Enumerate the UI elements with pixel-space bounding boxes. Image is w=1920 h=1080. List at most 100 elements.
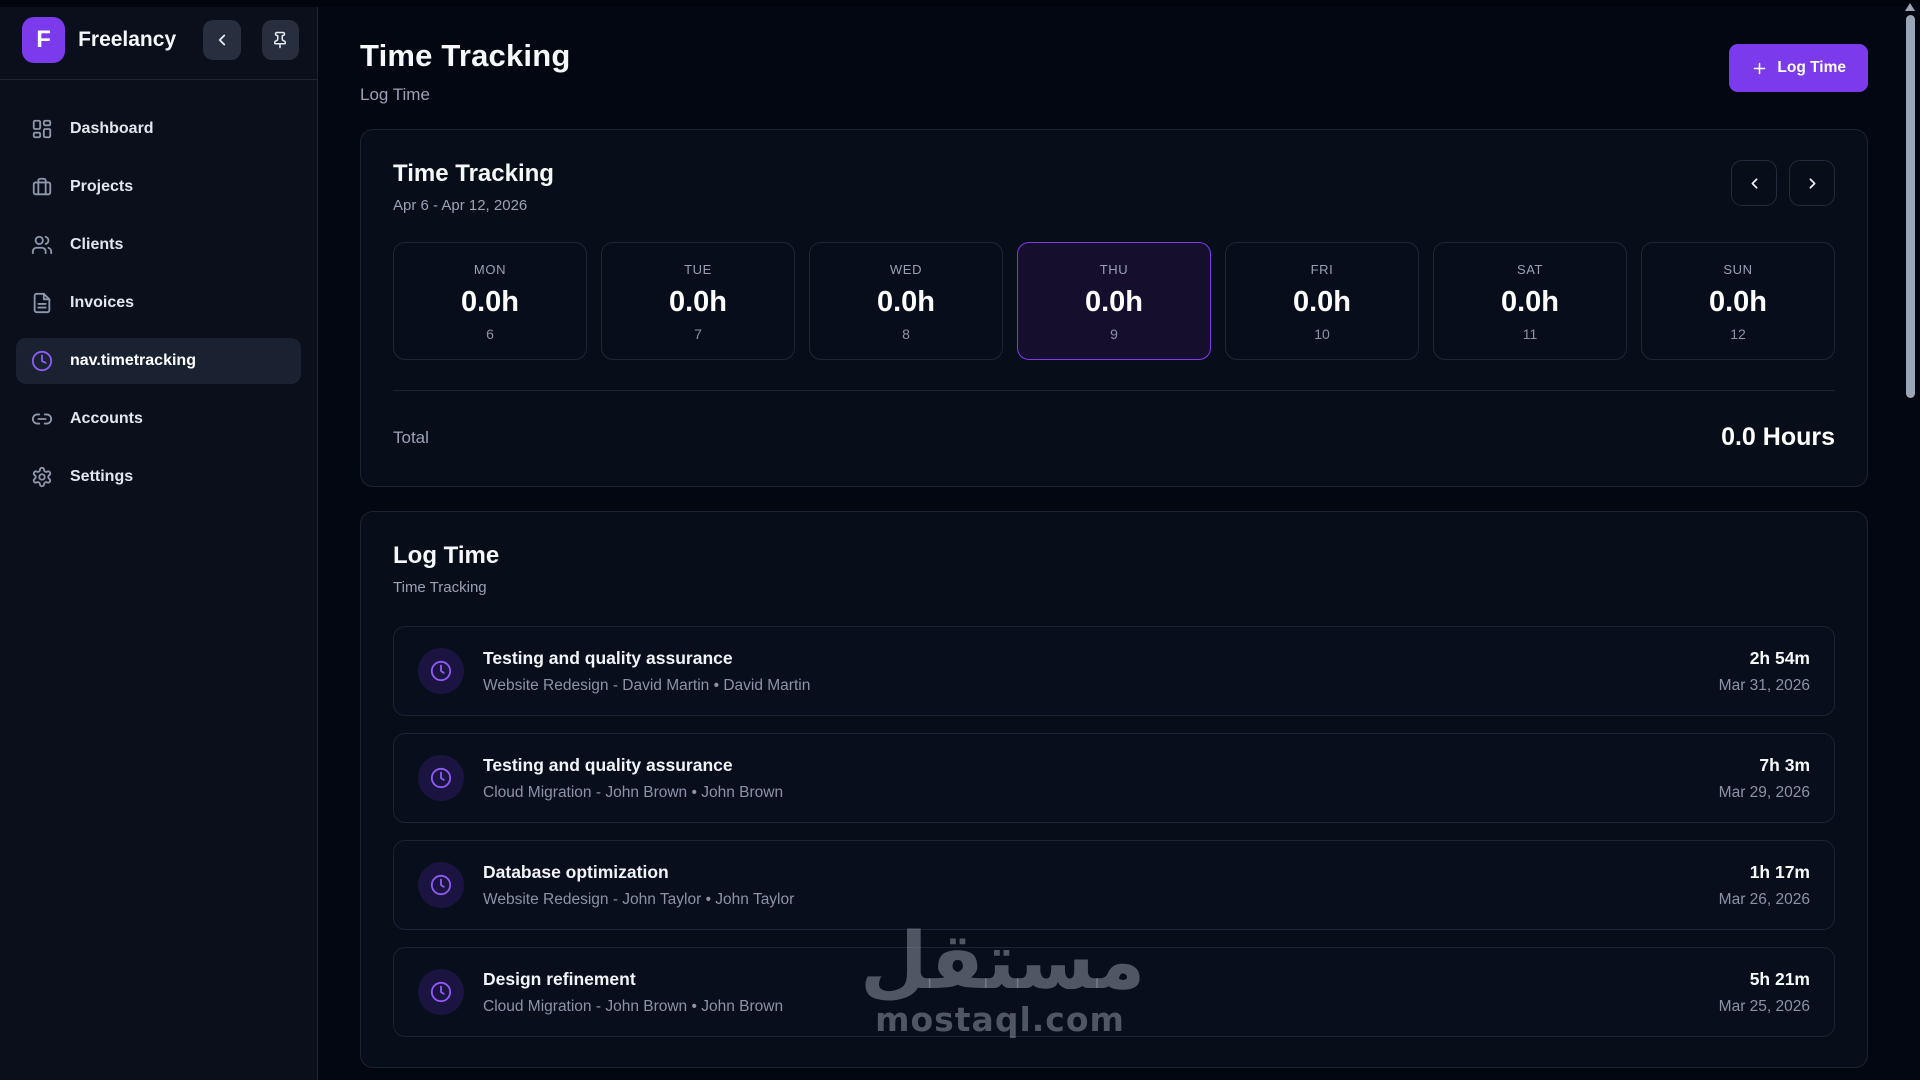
day-name: MON — [473, 262, 507, 277]
day-card-fri[interactable]: FRI 0.0h 10 — [1225, 242, 1419, 360]
time-entries-list: Testing and quality assurance Website Re… — [393, 626, 1835, 1037]
sidebar-item-timetracking[interactable]: nav.timetracking — [16, 338, 301, 384]
day-date: 11 — [1522, 326, 1538, 342]
entry-title: Database optimization — [483, 861, 669, 882]
entry-date: Mar 31, 2026 — [1718, 676, 1810, 694]
day-hours: 0.0h — [1084, 286, 1144, 318]
entry-detail: Cloud Migration - John Brown • John Brow… — [483, 783, 784, 801]
entry-duration: 1h 17m — [1749, 861, 1810, 882]
entry-date: Mar 26, 2026 — [1718, 890, 1810, 908]
sidebar: F Freelancy Dashboard — [0, 0, 318, 1080]
brand-name: Freelancy — [78, 27, 177, 51]
day-hours: 0.0h — [876, 286, 936, 318]
time-entry-row[interactable]: Design refinement Cloud Migration - John… — [393, 947, 1835, 1037]
day-date: 12 — [1730, 326, 1746, 342]
time-entry-row[interactable]: Database optimization Website Redesign -… — [393, 840, 1835, 930]
entry-meta: 7h 3m Mar 29, 2026 — [1719, 755, 1810, 802]
day-hours: 0.0h — [1500, 286, 1560, 318]
entry-title: Testing and quality assurance — [483, 754, 733, 775]
sidebar-item-invoices[interactable]: Invoices — [16, 280, 301, 326]
card-title: Time Tracking — [393, 160, 554, 187]
page-header-titles: Time Tracking Log Time — [360, 38, 571, 105]
entry-text: Testing and quality assurance Website Re… — [483, 648, 1700, 695]
sidebar-item-label: Settings — [70, 468, 134, 485]
day-card-thu-selected[interactable]: THU 0.0h 9 — [1017, 242, 1211, 360]
time-tracking-card-titles: Time Tracking Apr 6 - Apr 12, 2026 — [393, 160, 554, 214]
sidebar-item-label: Dashboard — [70, 120, 154, 137]
chevron-left-icon — [213, 31, 231, 49]
day-date: 10 — [1314, 326, 1330, 342]
day-date: 9 — [1110, 326, 1118, 342]
day-card-tue[interactable]: TUE 0.0h 7 — [601, 242, 795, 360]
entry-text: Testing and quality assurance Cloud Migr… — [483, 755, 1700, 802]
card-divider — [393, 390, 1835, 391]
day-card-sun[interactable]: SUN 0.0h 12 — [1641, 242, 1835, 360]
sidebar-item-settings[interactable]: Settings — [16, 454, 301, 500]
day-name: FRI — [1310, 262, 1334, 277]
total-value: 0.0 Hours — [1721, 423, 1835, 451]
entry-detail: Website Redesign - John Taylor • John Ta… — [483, 890, 795, 908]
entry-meta: 5h 21m Mar 25, 2026 — [1719, 969, 1810, 1016]
briefcase-icon — [31, 176, 53, 198]
invoice-icon — [31, 292, 53, 314]
collapse-sidebar-button[interactable] — [203, 19, 241, 60]
log-time-button-label: Log Time — [1777, 59, 1846, 76]
entry-detail: Cloud Migration - John Brown • John Brow… — [483, 997, 784, 1015]
sidebar-nav: Dashboard Projects Clients Invoices — [0, 80, 317, 526]
next-week-button[interactable] — [1789, 160, 1835, 206]
week-days-row: MON 0.0h 6 TUE 0.0h 7 WED 0.0h 8 THU 0.0… — [393, 242, 1835, 360]
sidebar-item-dashboard[interactable]: Dashboard — [16, 106, 301, 152]
entry-duration: 5h 21m — [1749, 968, 1810, 989]
link-icon — [31, 408, 53, 430]
day-date: 7 — [694, 326, 702, 342]
scrollbar-up-arrow[interactable] — [1905, 3, 1915, 11]
sidebar-item-accounts[interactable]: Accounts — [16, 396, 301, 442]
time-entry-row[interactable]: Testing and quality assurance Website Re… — [393, 626, 1835, 716]
clock-icon — [418, 969, 464, 1015]
clock-icon — [31, 350, 53, 372]
clock-icon — [418, 755, 464, 801]
day-name: WED — [889, 262, 923, 277]
time-entry-row[interactable]: Testing and quality assurance Cloud Migr… — [393, 733, 1835, 823]
day-name: THU — [1099, 262, 1129, 277]
previous-week-button[interactable] — [1731, 160, 1777, 206]
app-logo: F — [22, 16, 66, 63]
sidebar-item-label: Clients — [70, 236, 124, 253]
log-time-card: Log Time Time Tracking Testing and quali… — [360, 511, 1868, 1068]
day-card-wed[interactable]: WED 0.0h 8 — [809, 242, 1003, 360]
entry-duration: 2h 54m — [1749, 647, 1810, 668]
day-card-mon[interactable]: MON 0.0h 6 — [393, 242, 587, 360]
plus-icon — [1751, 60, 1768, 77]
pin-sidebar-button[interactable] — [261, 19, 299, 60]
entry-meta: 1h 17m Mar 26, 2026 — [1719, 862, 1810, 909]
sidebar-item-label: Invoices — [70, 294, 135, 311]
day-name: SAT — [1516, 262, 1544, 277]
sidebar-item-label: nav.timetracking — [70, 352, 196, 369]
entry-detail: Website Redesign - David Martin • David … — [483, 676, 811, 694]
page-title: Time Tracking — [360, 38, 571, 73]
pin-icon — [271, 31, 289, 49]
chevron-right-icon — [1804, 175, 1821, 192]
total-label: Total — [393, 427, 429, 447]
day-card-sat[interactable]: SAT 0.0h 11 — [1433, 242, 1627, 360]
day-hours: 0.0h — [1292, 286, 1352, 318]
clock-icon — [418, 648, 464, 694]
date-range: Apr 6 - Apr 12, 2026 — [393, 197, 528, 214]
day-hours: 0.0h — [460, 286, 520, 318]
page-subtitle: Log Time — [360, 85, 430, 104]
entry-text: Database optimization Website Redesign -… — [483, 862, 1700, 909]
entry-text: Design refinement Cloud Migration - John… — [483, 969, 1700, 1016]
log-time-button[interactable]: Log Time — [1729, 44, 1868, 92]
vertical-scrollbar-thumb[interactable] — [1906, 15, 1915, 398]
main-content: Time Tracking Log Time Log Time Time Tra… — [318, 0, 1920, 1080]
sidebar-item-clients[interactable]: Clients — [16, 222, 301, 268]
gear-icon — [31, 466, 53, 488]
day-hours: 0.0h — [668, 286, 728, 318]
day-date: 8 — [902, 326, 910, 342]
sidebar-header: F Freelancy — [0, 0, 317, 80]
users-icon — [31, 234, 53, 256]
sidebar-item-projects[interactable]: Projects — [16, 164, 301, 210]
day-name: TUE — [684, 262, 712, 277]
day-date: 6 — [486, 326, 494, 342]
time-tracking-card: Time Tracking Apr 6 - Apr 12, 2026 — [360, 129, 1868, 487]
